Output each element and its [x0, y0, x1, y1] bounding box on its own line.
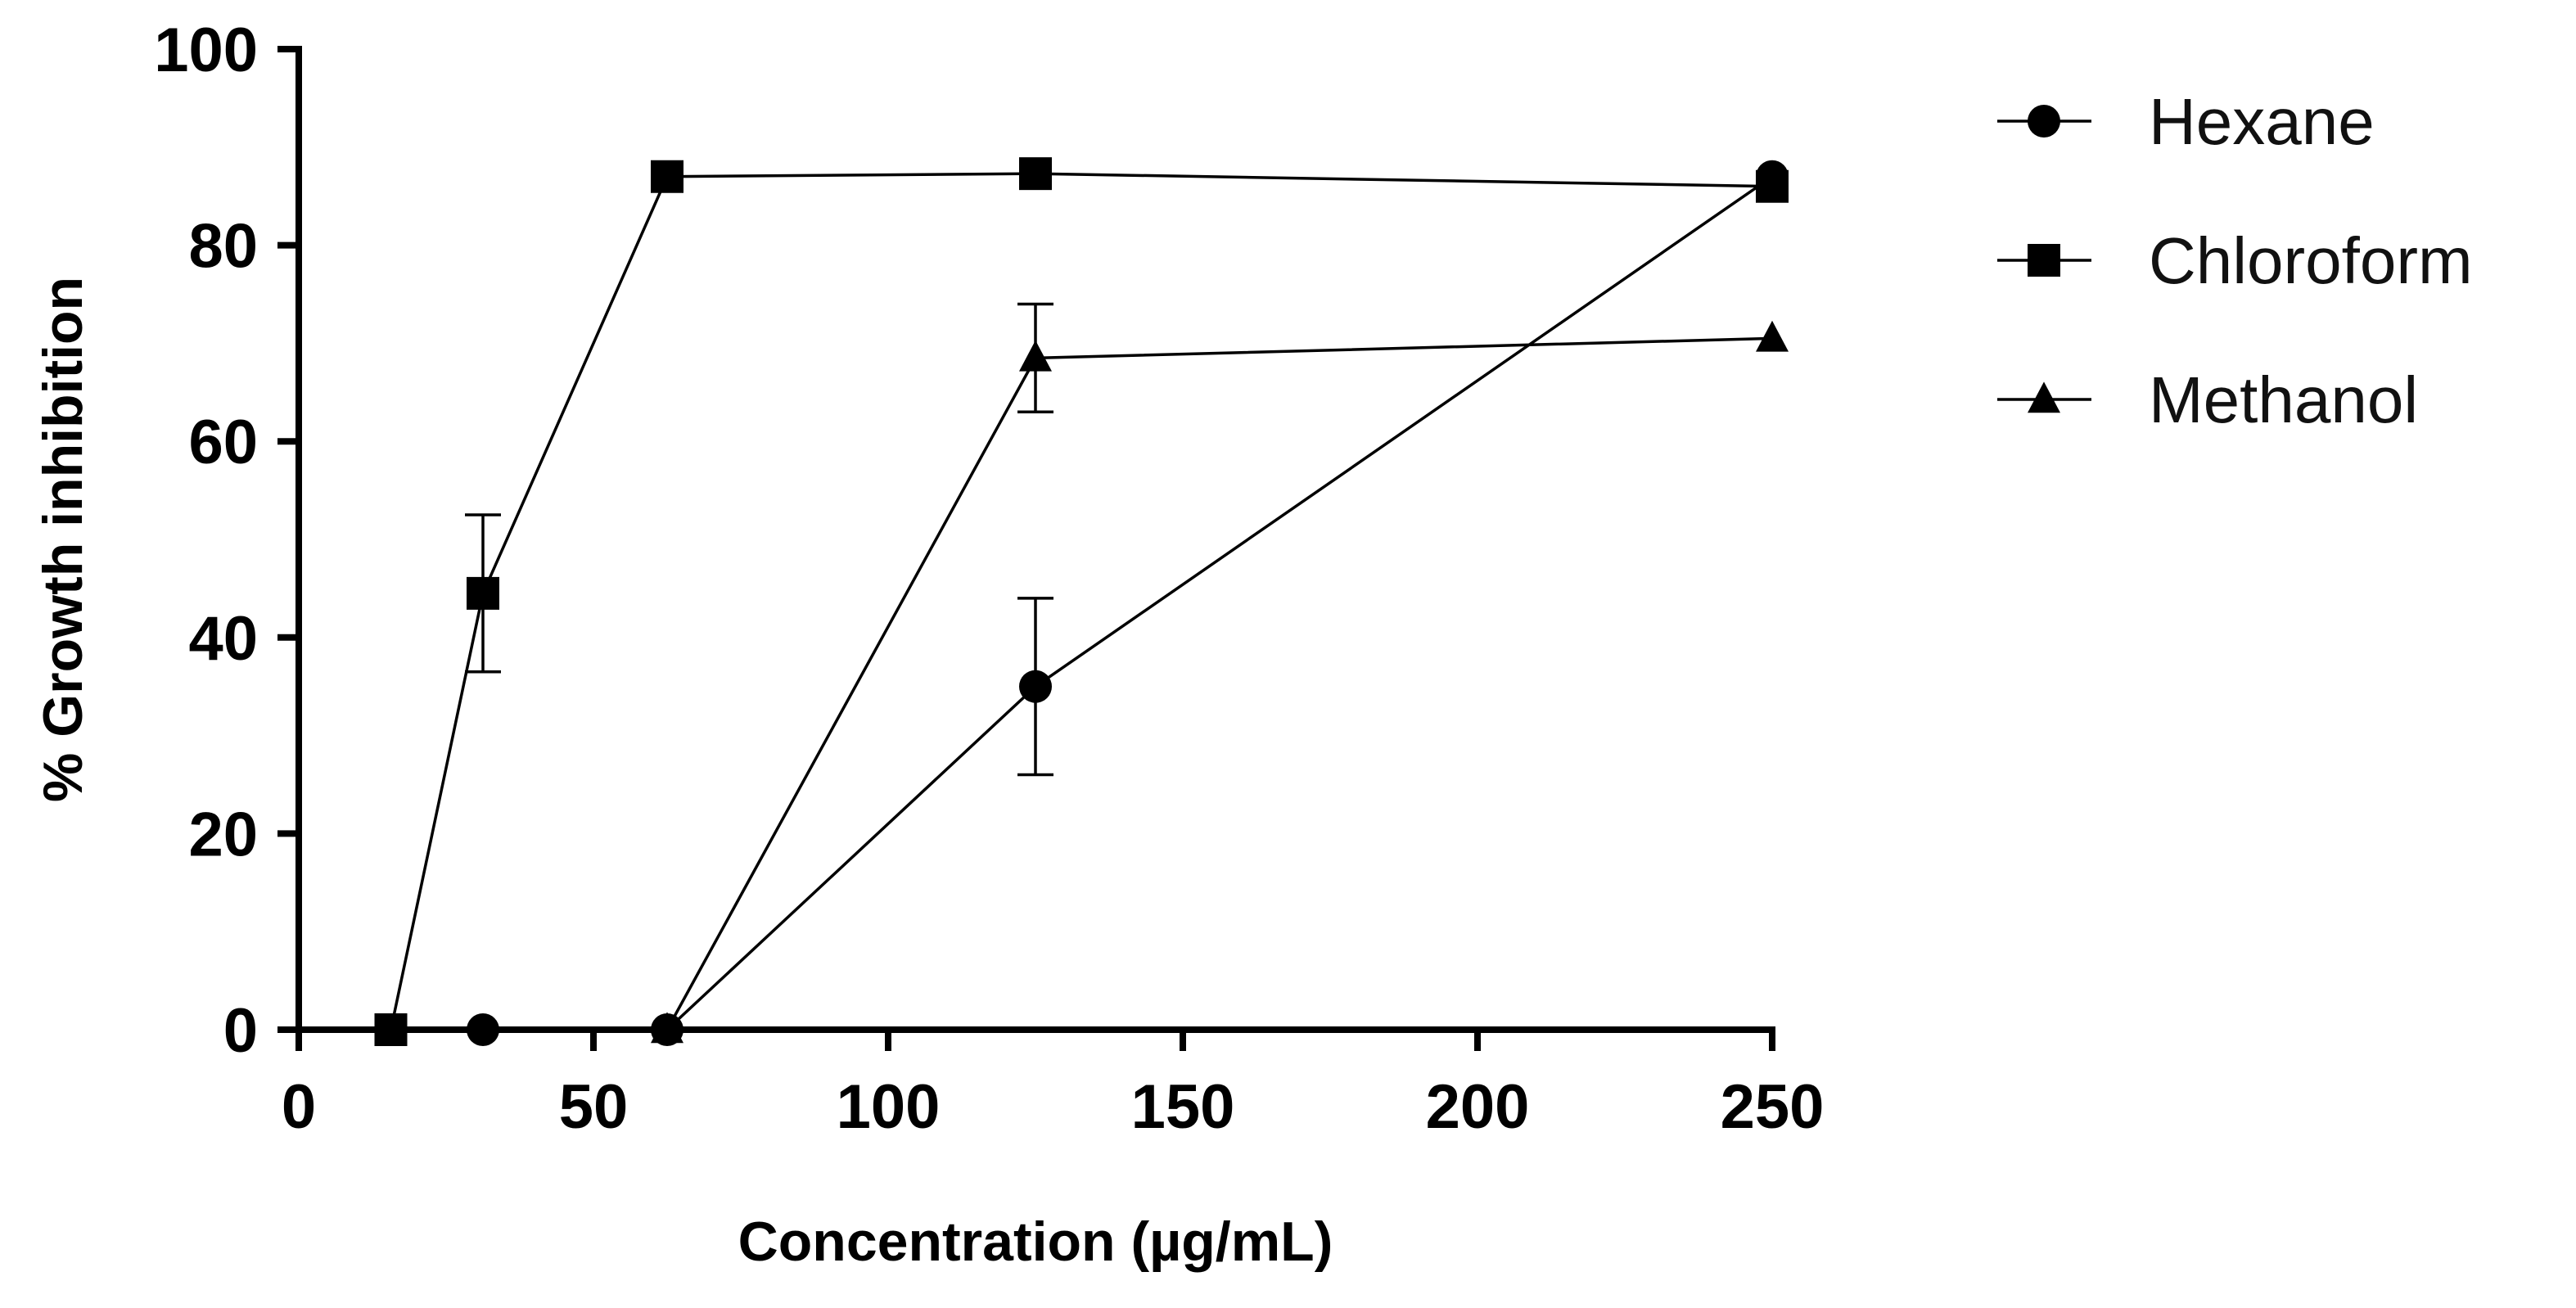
ticks: 0 50 100 150 200 250 0 20 40 60 80 100 [154, 16, 1824, 1142]
data-point [1756, 320, 1789, 352]
series-line [389, 172, 1773, 1031]
x-tick-label: 100 [837, 1072, 941, 1142]
x-axis-title: Concentration (µg/mL) [738, 1211, 1333, 1273]
series-chloroform [374, 157, 1789, 1046]
legend-item-methanol: Methanol [1997, 363, 2418, 436]
legend: Hexane Chloroform Methanol [1997, 85, 2473, 436]
legend-marker [2028, 381, 2060, 413]
data-point [467, 576, 499, 610]
x-tick-label: 0 [282, 1072, 316, 1142]
legend-marker [2028, 105, 2060, 138]
data-point [1019, 340, 1052, 372]
data-point [651, 160, 683, 193]
legend-item-hexane: Hexane [1997, 85, 2375, 158]
legend-label: Methanol [2149, 363, 2418, 436]
plot-area [374, 157, 1789, 1046]
legend-label: Hexane [2149, 85, 2375, 158]
legend-marker [2028, 244, 2060, 277]
legend-label: Chloroform [2149, 224, 2473, 297]
series-line [665, 336, 1773, 1031]
y-axis-title: % Growth inhibition [32, 277, 94, 802]
data-point [1756, 169, 1789, 203]
legend-item-chloroform: Chloroform [1997, 224, 2473, 297]
data-point [1019, 670, 1052, 703]
y-tick-label: 100 [154, 16, 258, 85]
data-point [1019, 157, 1052, 191]
x-tick-label: 50 [559, 1072, 629, 1142]
series-line [390, 175, 1773, 1031]
y-tick-label: 40 [188, 604, 258, 674]
x-tick-label: 200 [1426, 1072, 1530, 1142]
x-tick-label: 150 [1131, 1072, 1235, 1142]
series-hexane [374, 160, 1789, 1046]
y-tick-label: 20 [188, 800, 258, 869]
y-tick-label: 80 [188, 212, 258, 282]
y-tick-label: 0 [223, 996, 258, 1066]
series-methanol [651, 302, 1789, 1044]
axes [295, 46, 1775, 1033]
x-tick-label: 250 [1721, 1072, 1825, 1142]
y-tick-label: 60 [188, 408, 258, 477]
